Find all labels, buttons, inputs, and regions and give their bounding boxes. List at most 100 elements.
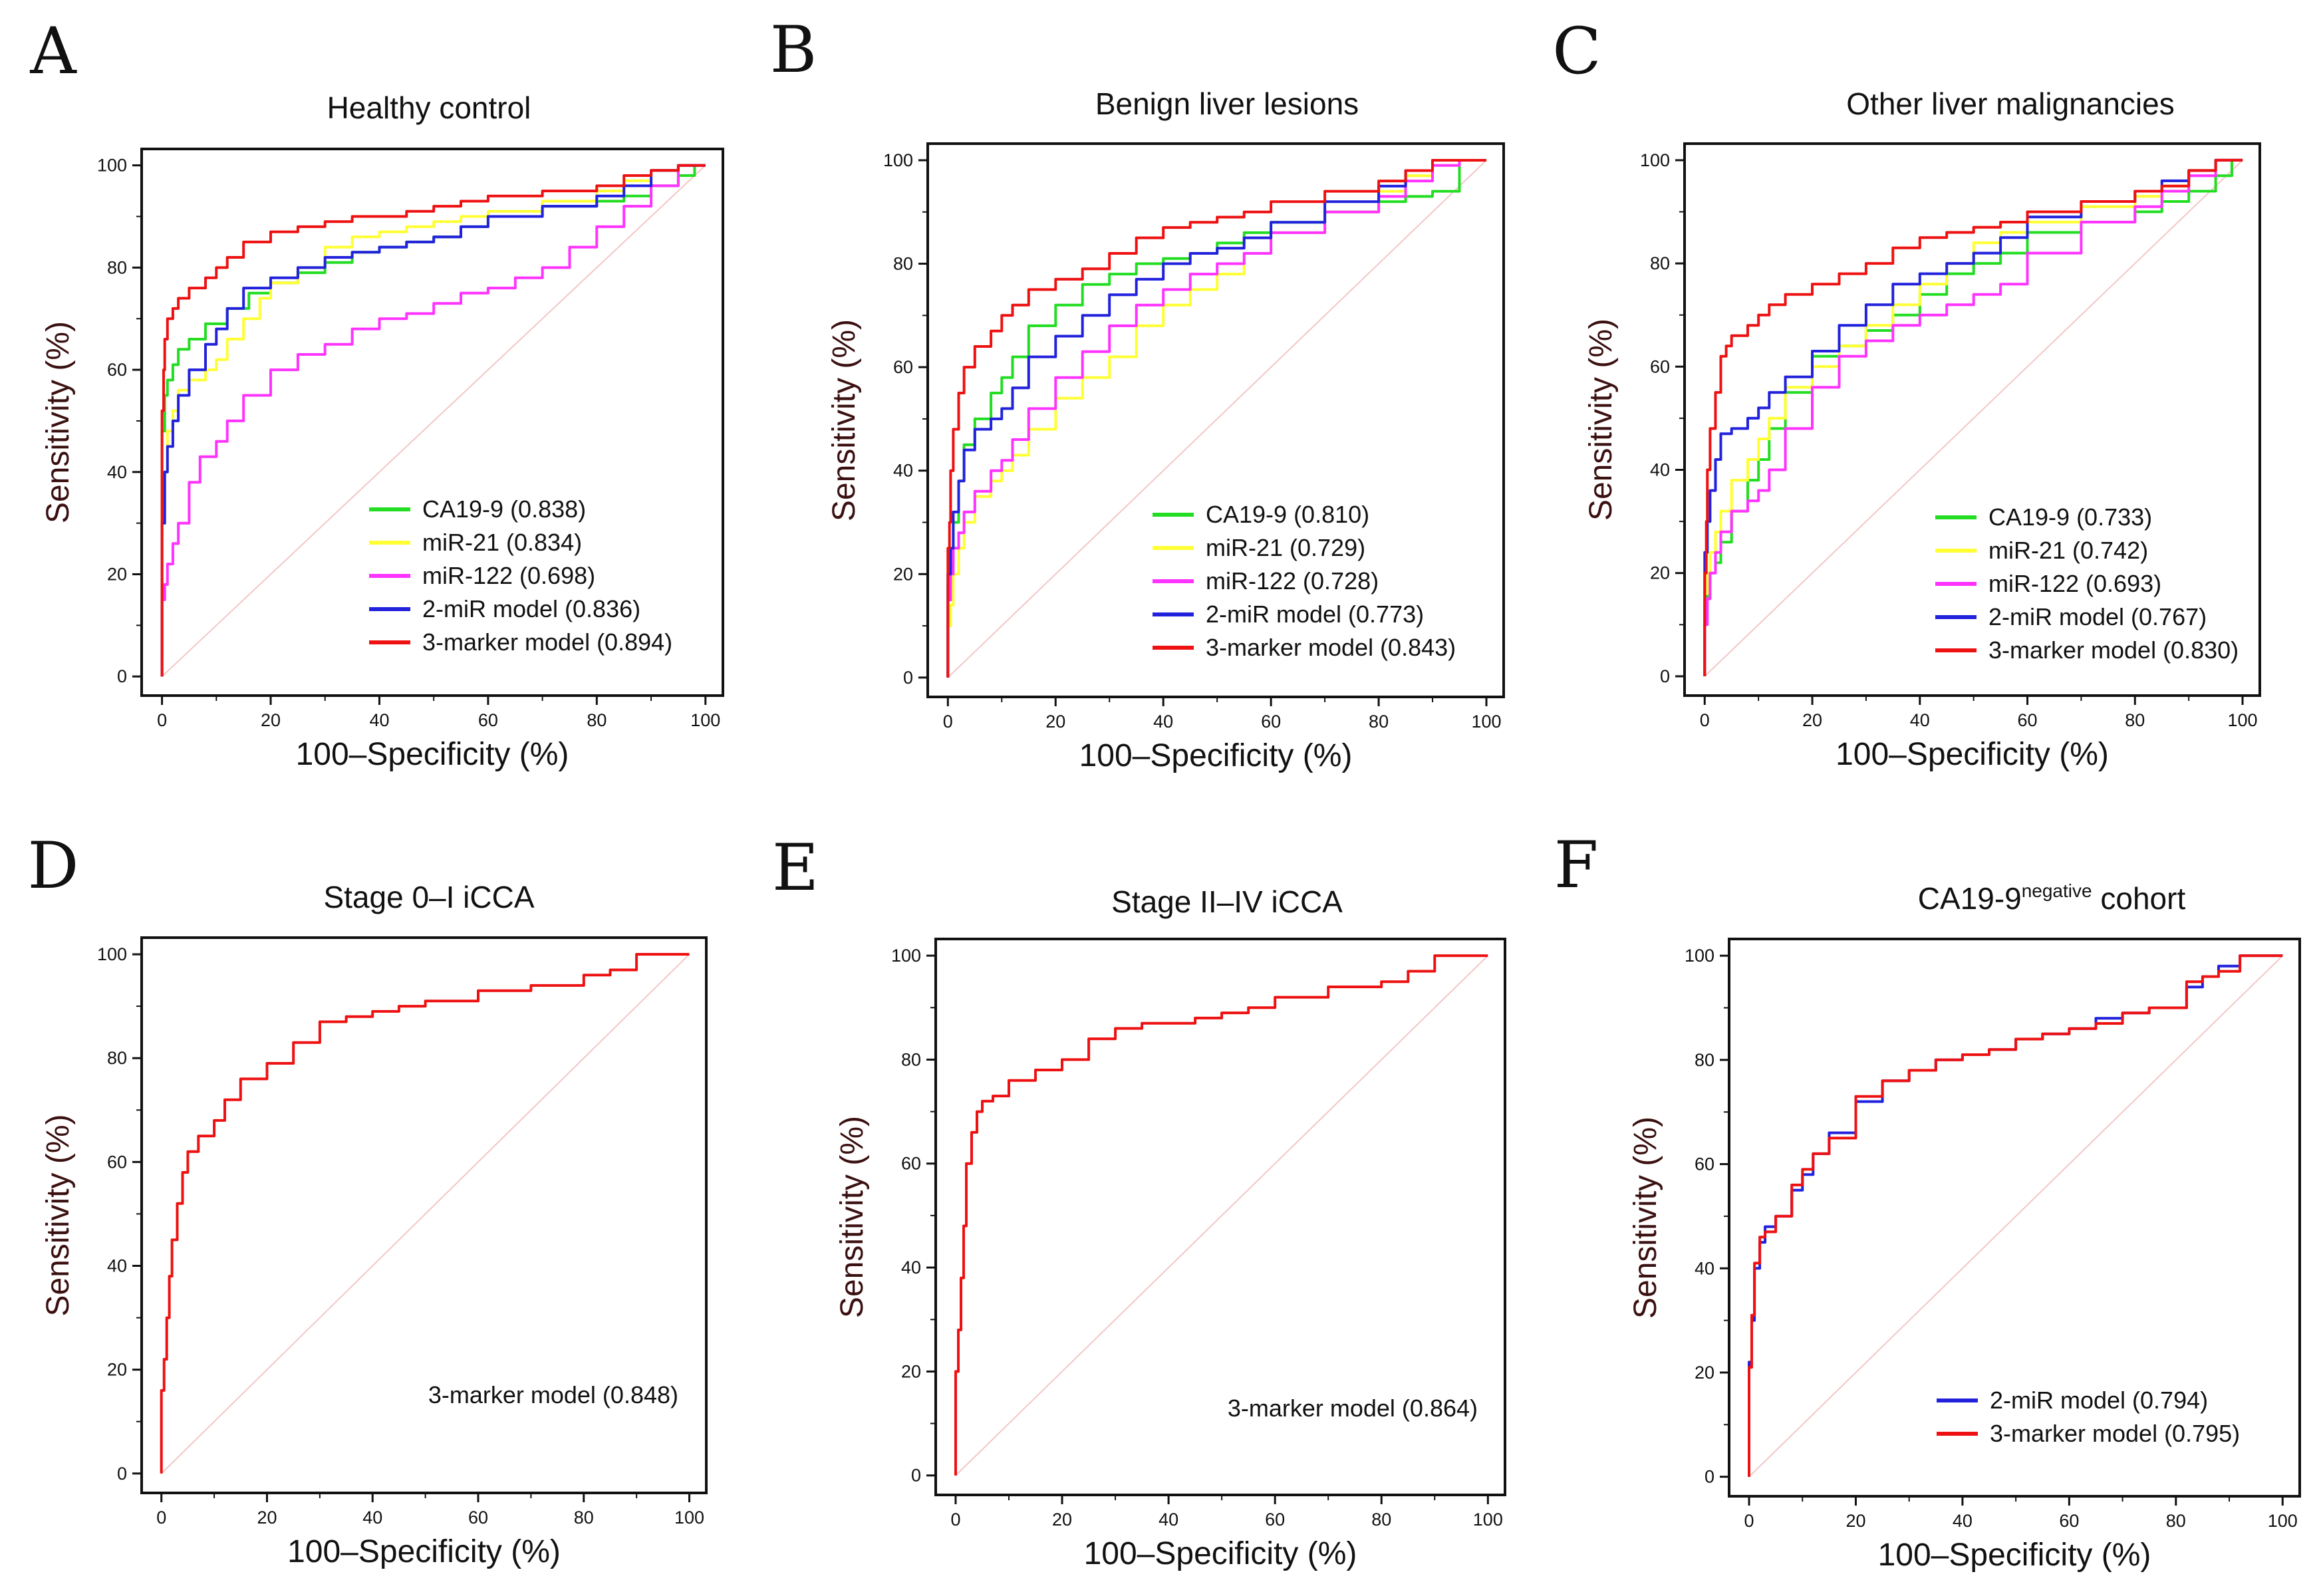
roc-line-3-marker-model — [1748, 954, 2283, 1477]
panel-letter: E — [772, 831, 819, 905]
legend-label: CA19-9 (0.838) — [422, 495, 586, 523]
panel-title: Other liver malignancies — [1846, 86, 2174, 121]
legend-label: 3-marker model (0.864) — [1228, 1395, 1478, 1422]
y-tick-label: 20 — [893, 564, 913, 584]
x-tick-label: 60 — [2059, 1511, 2079, 1531]
panel-letter: B — [770, 13, 817, 87]
x-axis-label: 100–Specificity (%) — [296, 737, 569, 772]
legend: 2-miR model (0.794) 3-marker model (0.795… — [1937, 1387, 2240, 1447]
panel-title: Stage 0–I iCCA — [323, 880, 534, 914]
y-axis-label: Sensitivity (%) — [41, 321, 76, 523]
y-tick-label: 80 — [901, 1049, 921, 1069]
y-tick-label: 100 — [883, 150, 913, 170]
legend-label: 3-marker model (0.830) — [1988, 636, 2239, 664]
y-tick-label: 60 — [901, 1154, 921, 1174]
y-tick-label: 20 — [1650, 563, 1670, 583]
panel-letter: C — [1552, 14, 1601, 88]
x-tick-label: 80 — [2166, 1511, 2186, 1531]
y-tick-label: 100 — [97, 944, 127, 964]
legend: 3-marker model (0.864) — [1228, 1395, 1478, 1422]
x-tick-label: 40 — [1159, 1510, 1178, 1530]
panel-f: F CA19-9negative cohort 0 0 20 20 40 40 60 60 80 80… — [1554, 828, 2301, 1573]
y-tick-label: 100 — [97, 156, 127, 176]
legend-label: CA19-9 (0.733) — [1988, 503, 2152, 531]
x-tick-label: 20 — [261, 710, 281, 730]
legend-label: miR-21 (0.742) — [1988, 537, 2148, 564]
x-tick-label: 100 — [1473, 1510, 1503, 1530]
x-tick-label: 60 — [1261, 712, 1281, 732]
x-tick-label: 100 — [2228, 710, 2258, 730]
reference-diagonal — [947, 160, 1487, 678]
reference-diagonal — [161, 954, 690, 1474]
y-tick-label: 0 — [903, 668, 913, 688]
x-tick-label: 40 — [1953, 1511, 1973, 1531]
y-tick-label: 40 — [893, 461, 913, 481]
y-tick-label: 80 — [1650, 253, 1670, 273]
y-tick-label: 20 — [901, 1361, 921, 1381]
x-tick-label: 0 — [943, 712, 953, 732]
x-tick-label: 0 — [157, 710, 167, 730]
x-tick-label: 100 — [2268, 1511, 2298, 1531]
panel-letter: D — [28, 829, 79, 903]
x-tick-label: 60 — [2018, 710, 2038, 730]
y-tick-label: 20 — [107, 1360, 127, 1380]
legend-label: miR-122 (0.728) — [1206, 567, 1379, 595]
x-tick-label: 0 — [156, 1508, 166, 1528]
panel-d: D Stage 0–I iCCA 0 0 20 20 40 40 60 60 80 80 100 100 1… — [28, 829, 708, 1569]
y-tick-label: 100 — [1685, 946, 1714, 966]
x-tick-label: 100 — [674, 1508, 704, 1528]
reference-diagonal — [1704, 160, 2243, 677]
panel-e: E Stage II–IV iCCA 0 0 20 20 40 40 60 60 80 80 100 10… — [772, 831, 1506, 1571]
y-tick-label: 60 — [1650, 356, 1670, 376]
x-tick-label: 20 — [1052, 1510, 1072, 1530]
panel-b: B Benign liver lesions 0 0 20 20 40 40 60 60 80 80 1… — [770, 13, 1505, 773]
x-tick-label: 40 — [1153, 712, 1173, 732]
legend-label: 2-miR model (0.836) — [422, 595, 640, 622]
roc-line-3-marker-model — [160, 953, 690, 1474]
y-tick-label: 80 — [893, 254, 913, 274]
x-axis-label: 100–Specificity (%) — [1079, 738, 1353, 773]
x-tick-label: 80 — [2125, 710, 2145, 730]
y-tick-label: 0 — [1705, 1467, 1714, 1487]
legend-label: 3-marker model (0.795) — [1990, 1420, 2240, 1447]
roc-line-mir-122 — [1703, 158, 2243, 676]
x-tick-label: 60 — [1265, 1510, 1285, 1530]
roc-line-3-marker-model — [160, 164, 706, 677]
legend-label: 3-marker model (0.848) — [428, 1381, 678, 1408]
legend-label: 2-miR model (0.773) — [1206, 600, 1424, 628]
legend: 3-marker model (0.848) — [428, 1381, 678, 1408]
panel-title: Healthy control — [327, 90, 531, 125]
y-axis-label: Sensitivity (%) — [1628, 1117, 1663, 1319]
roc-line-3-marker-model — [946, 159, 1486, 678]
legend-label: miR-122 (0.693) — [1988, 570, 2161, 597]
y-tick-label: 40 — [107, 462, 127, 482]
y-tick-label: 40 — [1650, 460, 1670, 480]
panel-a: A Healthy control 0 0 20 20 40 40 60 60 80 80 100 100… — [29, 14, 724, 772]
y-tick-label: 0 — [117, 1464, 127, 1484]
x-axis-label: 100–Specificity (%) — [287, 1534, 561, 1569]
y-tick-label: 60 — [107, 1152, 127, 1172]
y-axis-label: Sensitivity (%) — [835, 1116, 870, 1318]
y-tick-label: 100 — [1640, 150, 1670, 170]
legend-label: 2-miR model (0.767) — [1988, 603, 2207, 630]
y-tick-label: 60 — [1695, 1154, 1714, 1174]
legend-label: miR-21 (0.729) — [1206, 534, 1365, 561]
title-suffix: cohort — [2092, 881, 2186, 916]
x-tick-label: 20 — [1045, 712, 1065, 732]
x-tick-label: 20 — [257, 1508, 277, 1528]
y-tick-label: 60 — [107, 360, 127, 380]
y-tick-label: 40 — [1695, 1258, 1714, 1278]
x-tick-label: 80 — [1369, 712, 1389, 732]
x-tick-label: 40 — [1910, 710, 1930, 730]
reference-diagonal — [161, 164, 706, 677]
y-tick-label: 0 — [1660, 666, 1670, 686]
reference-diagonal — [955, 955, 1489, 1476]
legend-label: CA19-9 (0.810) — [1206, 501, 1369, 528]
x-tick-label: 60 — [478, 710, 498, 730]
x-tick-label: 60 — [468, 1508, 488, 1528]
y-axis-label: Sensitivity (%) — [41, 1114, 76, 1316]
y-tick-label: 80 — [1695, 1050, 1714, 1070]
x-tick-label: 80 — [574, 1508, 594, 1528]
y-axis-label: Sensitivity (%) — [827, 319, 862, 521]
